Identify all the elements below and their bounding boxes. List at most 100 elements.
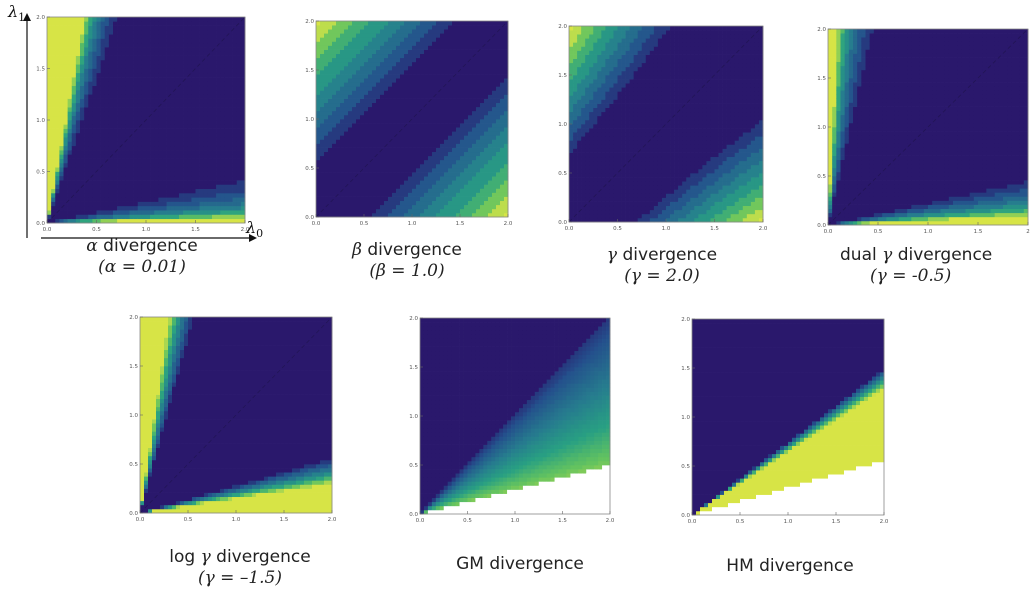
heatmap-cell bbox=[236, 171, 242, 177]
heatmap-cell bbox=[372, 139, 377, 144]
heatmap-cell bbox=[51, 21, 56, 26]
heatmap-cell bbox=[360, 119, 365, 124]
heatmap-cell bbox=[59, 42, 64, 48]
heatmap-cell bbox=[324, 65, 329, 71]
heatmap-cell bbox=[416, 176, 421, 181]
heatmap-cell bbox=[452, 25, 457, 30]
heatmap-cell bbox=[332, 151, 337, 157]
heatmap-cell bbox=[492, 159, 497, 165]
heatmap-cell bbox=[113, 21, 118, 26]
heatmap-cell bbox=[424, 200, 429, 206]
heatmap-cell bbox=[340, 172, 345, 177]
heatmap-cell bbox=[47, 201, 52, 207]
heatmap-cell bbox=[84, 218, 89, 224]
heatmap-cell bbox=[195, 162, 200, 168]
heatmap-cell bbox=[356, 151, 361, 157]
heatmap-cell bbox=[569, 140, 574, 145]
heatmap-cell bbox=[88, 218, 93, 224]
heatmap-cell bbox=[146, 89, 151, 95]
heatmap-cell bbox=[400, 180, 405, 185]
heatmap-cell bbox=[436, 188, 441, 193]
heatmap-cell bbox=[368, 131, 373, 136]
heatmap-cell bbox=[179, 59, 184, 65]
heatmap-cell bbox=[220, 205, 225, 211]
heatmap-cell bbox=[84, 17, 89, 22]
heatmap-cell bbox=[428, 21, 433, 26]
heatmap-cell bbox=[408, 127, 413, 132]
heatmap-cell bbox=[404, 212, 409, 218]
heatmap-cell bbox=[51, 72, 56, 78]
heatmap-cell bbox=[141, 192, 147, 198]
heatmap-cell bbox=[452, 196, 457, 202]
heatmap-cell bbox=[585, 107, 590, 113]
heatmap-cell bbox=[364, 41, 369, 46]
heatmap-cell bbox=[364, 168, 369, 173]
heatmap-cell bbox=[384, 110, 389, 116]
heatmap-cell bbox=[224, 107, 229, 112]
heatmap-cell bbox=[146, 81, 151, 87]
heatmap-cell bbox=[224, 154, 229, 159]
heatmap-cell bbox=[92, 192, 97, 198]
heatmap-cell bbox=[137, 162, 143, 168]
heatmap-cell bbox=[84, 154, 89, 159]
heatmap-cell bbox=[585, 209, 590, 215]
heatmap-cell bbox=[232, 201, 238, 207]
heatmap-cell bbox=[108, 107, 114, 112]
heatmap-cell bbox=[187, 158, 192, 164]
heatmap-cell bbox=[195, 205, 200, 211]
heatmap-cell bbox=[129, 25, 134, 31]
heatmap-cell bbox=[207, 107, 213, 112]
heatmap-cell bbox=[344, 86, 349, 91]
heatmap-cell bbox=[420, 208, 425, 214]
heatmap-cell bbox=[137, 38, 143, 44]
heatmap-cell bbox=[96, 55, 101, 61]
heatmap-cell bbox=[400, 90, 405, 95]
heatmap-cell bbox=[162, 180, 167, 185]
heatmap-cell bbox=[396, 94, 401, 99]
heatmap-cell bbox=[137, 175, 143, 181]
heatmap-cell bbox=[492, 172, 497, 177]
heatmap-cell bbox=[496, 176, 501, 181]
heatmap-cell bbox=[80, 128, 85, 134]
heatmap-cell bbox=[228, 68, 233, 74]
heatmap-cell bbox=[324, 192, 329, 197]
heatmap-cell bbox=[368, 45, 373, 50]
heatmap-cell bbox=[220, 59, 225, 65]
heatmap-cell bbox=[500, 114, 505, 120]
heatmap-cell bbox=[336, 200, 341, 206]
heatmap-cell bbox=[404, 94, 409, 99]
heatmap-cell bbox=[569, 115, 574, 121]
heatmap-cell bbox=[488, 110, 493, 116]
heatmap-cell bbox=[432, 200, 437, 206]
heatmap-cell bbox=[456, 53, 461, 59]
heatmap-cell bbox=[228, 124, 233, 129]
heatmap-cell bbox=[424, 192, 429, 197]
heatmap-cell bbox=[207, 137, 213, 142]
heatmap-cell bbox=[344, 25, 349, 30]
heatmap-cell bbox=[573, 34, 578, 39]
heatmap-cell bbox=[468, 151, 473, 157]
heatmap-cell bbox=[408, 184, 413, 189]
heatmap-cell bbox=[336, 196, 341, 202]
heatmap-cell bbox=[80, 145, 85, 151]
heatmap-cell bbox=[104, 111, 110, 117]
heatmap-cell bbox=[212, 102, 217, 108]
heatmap-cell bbox=[452, 70, 457, 75]
heatmap-cell bbox=[408, 98, 413, 104]
heatmap-cell bbox=[51, 171, 56, 177]
heatmap-cell bbox=[137, 214, 143, 220]
heatmap-cell bbox=[464, 147, 469, 153]
heatmap-cell bbox=[75, 167, 81, 172]
heatmap-cell bbox=[113, 197, 118, 202]
heatmap-cell bbox=[220, 102, 225, 108]
heatmap-cell bbox=[416, 119, 421, 124]
heatmap-cell bbox=[96, 111, 101, 117]
heatmap-cell bbox=[320, 131, 325, 136]
heatmap-cell bbox=[460, 25, 465, 30]
heatmap-cell bbox=[100, 188, 106, 194]
heatmap-cell bbox=[104, 68, 110, 74]
heatmap-cell bbox=[228, 59, 233, 65]
heatmap-cell bbox=[428, 180, 433, 185]
heatmap-cell bbox=[356, 57, 361, 63]
heatmap-cell bbox=[137, 85, 143, 91]
